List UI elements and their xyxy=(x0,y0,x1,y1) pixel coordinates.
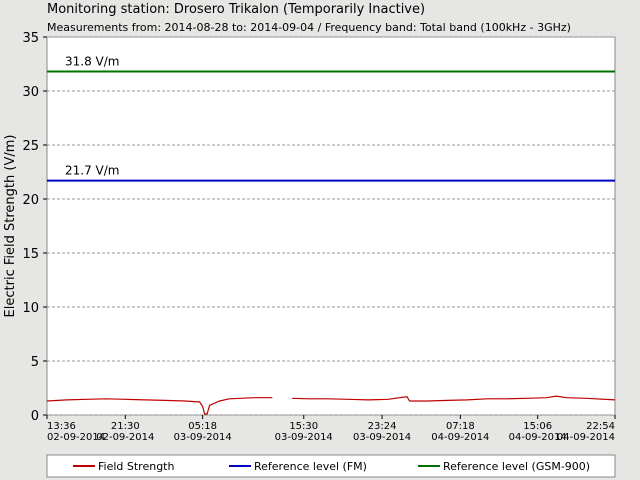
x-tick-label: 05:18 03-09-2014 xyxy=(174,421,232,443)
x-tick-label: 15:30 03-09-2014 xyxy=(275,421,333,443)
y-tick-label: 30 xyxy=(22,85,39,100)
legend-label: Reference level (GSM-900) xyxy=(443,460,590,473)
x-tick-label: 13:36 02-09-2014 xyxy=(47,421,105,443)
chart-subtitle: Measurements from: 2014-08-28 to: 2014-0… xyxy=(47,21,571,34)
legend-label: Reference level (FM) xyxy=(254,460,367,473)
y-axis-label: Electric Field Strength (V/m) xyxy=(3,135,18,318)
x-tick-label: 23:24 03-09-2014 xyxy=(353,421,411,443)
y-tick-label: 10 xyxy=(22,301,39,316)
reference-label: 21.7 V/m xyxy=(65,164,119,178)
x-tick-label: 07:18 04-09-2014 xyxy=(431,421,489,443)
data-line xyxy=(46,397,273,415)
data-line xyxy=(292,395,616,402)
y-tick-label: 25 xyxy=(22,139,39,154)
y-tick-label: 35 xyxy=(22,31,39,46)
legend-label: Field Strength xyxy=(98,460,174,473)
x-tick-label: 21:30 02-09-2014 xyxy=(96,421,154,443)
legend xyxy=(46,454,616,478)
x-tick-label: 15:06 04-09-2014 xyxy=(509,421,567,443)
y-tick-label: 15 xyxy=(22,247,39,262)
reference-label: 31.8 V/m xyxy=(65,55,119,69)
y-tick-label: 5 xyxy=(31,355,39,370)
y-tick-label: 0 xyxy=(31,409,39,424)
x-tick-label: 22:54 04-09-2014 xyxy=(557,421,615,443)
chart-title: Monitoring station: Drosero Trikalon (Te… xyxy=(47,2,425,17)
plot-area xyxy=(46,36,616,416)
y-tick-label: 20 xyxy=(22,193,39,208)
